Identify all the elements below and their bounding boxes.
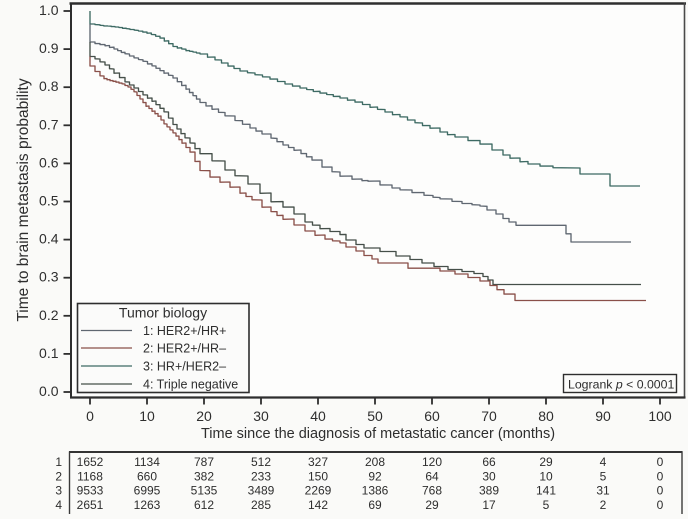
svg-text:Tumor biology: Tumor biology — [119, 305, 207, 321]
svg-text:0.2: 0.2 — [39, 307, 59, 323]
svg-text:1652: 1652 — [77, 455, 104, 469]
svg-text:0.1: 0.1 — [39, 345, 59, 361]
svg-text:1134: 1134 — [134, 455, 160, 469]
svg-text:382: 382 — [194, 469, 214, 483]
svg-text:2: HER2+/HR–: 2: HER2+/HR– — [143, 341, 226, 355]
svg-text:0: 0 — [657, 469, 664, 483]
svg-text:150: 150 — [308, 469, 328, 483]
svg-text:768: 768 — [422, 484, 442, 498]
svg-text:100: 100 — [648, 408, 672, 424]
svg-text:66: 66 — [482, 455, 496, 469]
svg-text:389: 389 — [479, 484, 499, 498]
svg-text:0.8: 0.8 — [39, 78, 59, 94]
svg-text:0: 0 — [657, 498, 664, 512]
svg-text:327: 327 — [308, 455, 328, 469]
svg-text:0.0: 0.0 — [39, 383, 59, 399]
svg-text:6995: 6995 — [134, 484, 161, 498]
svg-text:30: 30 — [482, 469, 496, 483]
svg-text:3: HR+/HER2–: 3: HR+/HER2– — [143, 359, 226, 373]
svg-text:17: 17 — [482, 498, 496, 512]
svg-text:4: Triple negative: 4: Triple negative — [143, 377, 238, 391]
svg-text:1.0: 1.0 — [39, 2, 59, 18]
svg-text:90: 90 — [595, 408, 611, 424]
svg-text:285: 285 — [251, 498, 271, 512]
svg-text:208: 208 — [365, 455, 385, 469]
svg-text:80: 80 — [538, 408, 554, 424]
svg-text:20: 20 — [196, 408, 212, 424]
svg-text:2: 2 — [600, 498, 607, 512]
svg-text:0: 0 — [657, 455, 664, 469]
svg-text:660: 660 — [137, 469, 157, 483]
svg-text:5: 5 — [543, 498, 550, 512]
svg-text:1263: 1263 — [134, 498, 161, 512]
svg-text:60: 60 — [424, 408, 440, 424]
svg-text:1386: 1386 — [362, 484, 389, 498]
svg-text:0: 0 — [657, 484, 664, 498]
svg-text:612: 612 — [194, 498, 214, 512]
svg-text:2269: 2269 — [305, 484, 332, 498]
svg-text:2: 2 — [55, 469, 62, 483]
svg-text:0.4: 0.4 — [39, 231, 59, 247]
svg-text:64: 64 — [425, 469, 439, 483]
svg-text:31: 31 — [596, 484, 610, 498]
svg-text:30: 30 — [253, 408, 269, 424]
svg-text:141: 141 — [536, 484, 556, 498]
svg-text:3489: 3489 — [248, 484, 275, 498]
svg-text:92: 92 — [368, 469, 382, 483]
svg-text:787: 787 — [194, 455, 214, 469]
svg-text:3: 3 — [55, 484, 62, 498]
svg-text:512: 512 — [251, 455, 271, 469]
svg-text:5: 5 — [600, 469, 607, 483]
svg-text:50: 50 — [367, 408, 383, 424]
svg-text:Time since the diagnosis of me: Time since the diagnosis of metastatic c… — [201, 426, 555, 442]
svg-text:233: 233 — [251, 469, 271, 483]
svg-text:29: 29 — [425, 498, 439, 512]
svg-text:1168: 1168 — [77, 469, 103, 483]
svg-text:9533: 9533 — [77, 484, 104, 498]
svg-text:1: 1 — [55, 455, 62, 469]
svg-text:70: 70 — [481, 408, 497, 424]
svg-text:10: 10 — [139, 408, 155, 424]
svg-text:5135: 5135 — [191, 484, 218, 498]
svg-text:10: 10 — [539, 469, 553, 483]
svg-text:4: 4 — [600, 455, 607, 469]
svg-text:40: 40 — [310, 408, 326, 424]
svg-text:0: 0 — [86, 408, 94, 424]
svg-text:120: 120 — [422, 455, 442, 469]
svg-text:4: 4 — [55, 498, 62, 512]
svg-text:0.9: 0.9 — [39, 40, 59, 56]
svg-text:1: HER2+/HR+: 1: HER2+/HR+ — [143, 324, 226, 338]
svg-text:29: 29 — [539, 455, 553, 469]
svg-text:0.5: 0.5 — [39, 193, 59, 209]
svg-text:2651: 2651 — [77, 498, 104, 512]
svg-text:0.7: 0.7 — [39, 116, 59, 132]
svg-text:Logrank p < 0.0001: Logrank p < 0.0001 — [568, 378, 674, 392]
svg-text:69: 69 — [368, 498, 382, 512]
svg-text:0.3: 0.3 — [39, 269, 59, 285]
svg-text:142: 142 — [308, 498, 328, 512]
svg-text:Time to brain metastasis proba: Time to brain metastasis probability — [15, 78, 32, 321]
svg-text:0.6: 0.6 — [39, 154, 59, 170]
